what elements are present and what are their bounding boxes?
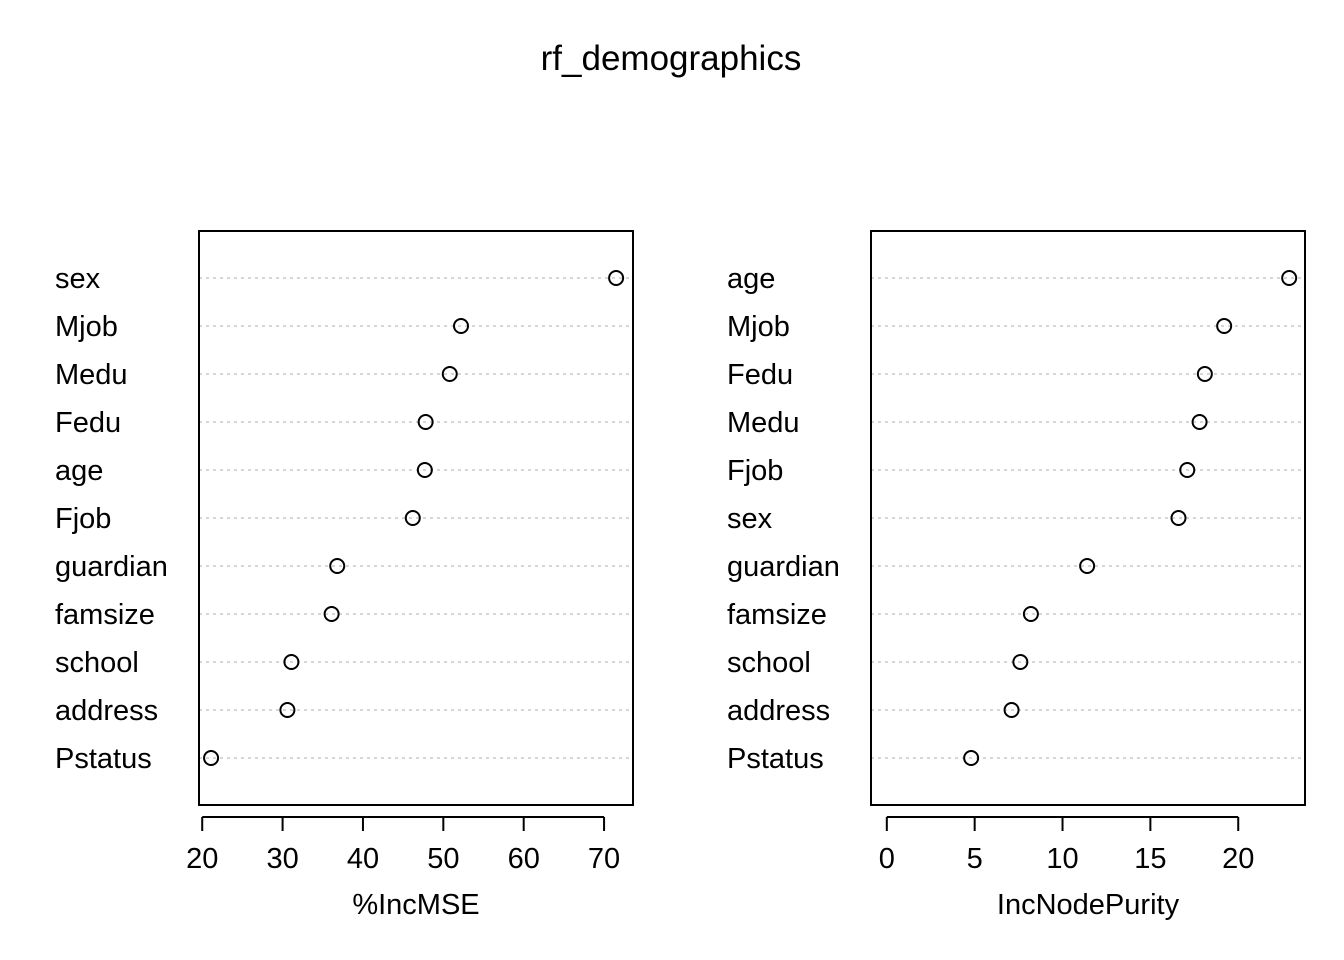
- category-label-mjob: Mjob: [55, 311, 118, 343]
- point-fjob: [404, 510, 421, 526]
- category-label-guardian: guardian: [727, 551, 840, 583]
- x-tick-label: 70: [588, 843, 620, 875]
- category-label-famsize: famsize: [55, 599, 155, 631]
- x-tick-label: 10: [1046, 843, 1078, 875]
- category-label-school: school: [727, 647, 811, 679]
- x-tick-label: 40: [347, 843, 379, 875]
- x-tick-label: 20: [1222, 843, 1254, 875]
- point-fedu: [1196, 366, 1213, 382]
- category-label-address: address: [55, 695, 158, 727]
- x-axis-title: %IncMSE: [352, 889, 479, 921]
- category-label-school: school: [55, 647, 139, 679]
- point-sex: [608, 270, 625, 286]
- point-famsize: [323, 606, 340, 622]
- point-mjob: [1216, 318, 1233, 334]
- x-tick-label: 20: [186, 843, 218, 875]
- point-medu: [1191, 414, 1208, 430]
- category-label-fjob: Fjob: [727, 455, 783, 487]
- x-tick-label: 0: [879, 843, 895, 875]
- category-label-address: address: [727, 695, 830, 727]
- category-label-medu: Medu: [727, 407, 800, 439]
- point-age: [416, 462, 433, 478]
- point-age: [1281, 270, 1298, 286]
- category-label-sex: sex: [55, 263, 101, 295]
- point-school: [1012, 654, 1029, 670]
- category-label-pstatus: Pstatus: [727, 743, 824, 775]
- category-label-famsize: famsize: [727, 599, 827, 631]
- category-label-medu: Medu: [55, 359, 128, 391]
- x-tick-label: 30: [266, 843, 298, 875]
- category-label-fedu: Fedu: [727, 359, 793, 391]
- x-axis: 0 5 10 15 20 IncNodePurity: [879, 816, 1254, 921]
- chart-title: rf_demographics: [541, 39, 802, 78]
- point-address: [1003, 702, 1020, 718]
- panel-incnodepurity: age Mjob Fedu Medu Fjob sex guardian famsize sch…: [727, 230, 1306, 921]
- point-pstatus: [203, 750, 220, 766]
- category-label-mjob: Mjob: [727, 311, 790, 343]
- plot-frame: [870, 230, 1306, 806]
- category-label-guardian: guardian: [55, 551, 168, 583]
- point-medu: [441, 366, 458, 382]
- x-tick-label: 15: [1134, 843, 1166, 875]
- category-label-pstatus: Pstatus: [55, 743, 152, 775]
- x-tick-label: 50: [427, 843, 459, 875]
- point-address: [279, 702, 296, 718]
- point-mjob: [453, 318, 470, 334]
- category-label-age: age: [55, 455, 103, 487]
- x-axis-title: IncNodePurity: [997, 889, 1180, 921]
- point-pstatus: [963, 750, 980, 766]
- plot-frame: [198, 230, 634, 806]
- point-guardian: [1079, 558, 1096, 574]
- point-sex: [1170, 510, 1187, 526]
- point-school: [283, 654, 300, 670]
- point-famsize: [1022, 606, 1039, 622]
- point-guardian: [329, 558, 346, 574]
- panel-incmse: sex Mjob Medu Fedu age Fjob guardian famsize sch…: [55, 230, 634, 921]
- x-tick-label: 5: [967, 843, 983, 875]
- point-fjob: [1179, 462, 1196, 478]
- point-fedu: [417, 414, 434, 430]
- category-label-sex: sex: [727, 503, 773, 535]
- category-label-age: age: [727, 263, 775, 295]
- category-label-fedu: Fedu: [55, 407, 121, 439]
- category-label-fjob: Fjob: [55, 503, 111, 535]
- x-tick-label: 60: [508, 843, 540, 875]
- x-axis: 20 30 40 50 60 70 %IncMSE: [186, 816, 620, 921]
